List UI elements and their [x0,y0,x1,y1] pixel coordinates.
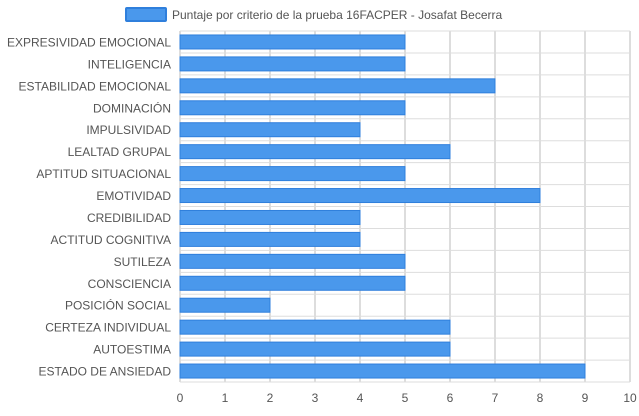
y-tick-label: CONSCIENCIA [88,277,171,291]
bar-1[interactable] [179,56,406,72]
x-tick-label: 6 [447,391,454,405]
y-tick-label: LEALTAD GRUPAL [68,145,172,159]
bar-9[interactable] [179,231,361,247]
bars [179,34,586,379]
bar-3[interactable] [179,100,406,116]
x-tick-label: 5 [402,391,409,405]
y-tick-label: ESTADO DE ANSIEDAD [39,365,172,379]
legend[interactable]: Puntaje por criterio de la prueba 16FACP… [125,7,502,22]
y-tick-label: DOMINACIÓN [93,100,171,115]
x-tick-label: 8 [537,391,544,405]
y-tick-label: CERTEZA INDIVIDUAL [45,321,171,335]
bar-12[interactable] [179,297,271,313]
bar-15[interactable] [179,363,586,379]
y-tick-label: CREDIBILIDAD [87,211,171,225]
x-tick-label: 1 [222,391,229,405]
bar-8[interactable] [179,209,361,225]
legend-swatch [125,7,167,22]
bar-7[interactable] [179,188,541,204]
x-tick-label: 0 [177,391,184,405]
bar-4[interactable] [179,122,361,138]
bar-13[interactable] [179,319,451,335]
legend-label: Puntaje por criterio de la prueba 16FACP… [172,8,502,22]
y-tick-label: ESTABILIDAD EMOCIONAL [19,79,172,93]
x-tick-label: 10 [623,391,637,405]
bar-2[interactable] [179,78,496,94]
y-tick-label: APTITUD SITUACIONAL [36,167,171,181]
x-tick-label: 9 [582,391,589,405]
bar-10[interactable] [179,253,406,269]
y-tick-label: ACTITUD COGNITIVA [51,233,171,247]
y-tick-label: AUTOESTIMA [93,343,171,357]
bar-6[interactable] [179,166,406,182]
bar-5[interactable] [179,144,451,160]
y-tick-label: EXPRESIVIDAD EMOCIONAL [7,35,171,49]
y-tick-label: POSICIÓN SOCIAL [65,298,171,313]
y-tick-label: INTELIGENCIA [88,57,171,71]
y-tick-label: IMPULSIVIDAD [86,123,171,137]
y-axis-labels: EXPRESIVIDAD EMOCIONAL INTELIGENCIA ESTABI… [7,35,171,378]
x-tick-label: 7 [492,391,499,405]
x-tick-label: 2 [267,391,274,405]
bar-11[interactable] [179,275,406,291]
x-tick-label: 3 [312,391,319,405]
x-tick-label: 4 [357,391,364,405]
x-axis-labels: 0 1 2 3 4 5 6 7 8 9 10 [177,391,637,405]
y-tick-label: SUTILEZA [114,255,171,269]
y-tick-label: EMOTIVIDAD [96,189,171,203]
bar-14[interactable] [179,341,451,357]
bar-0[interactable] [179,34,406,50]
